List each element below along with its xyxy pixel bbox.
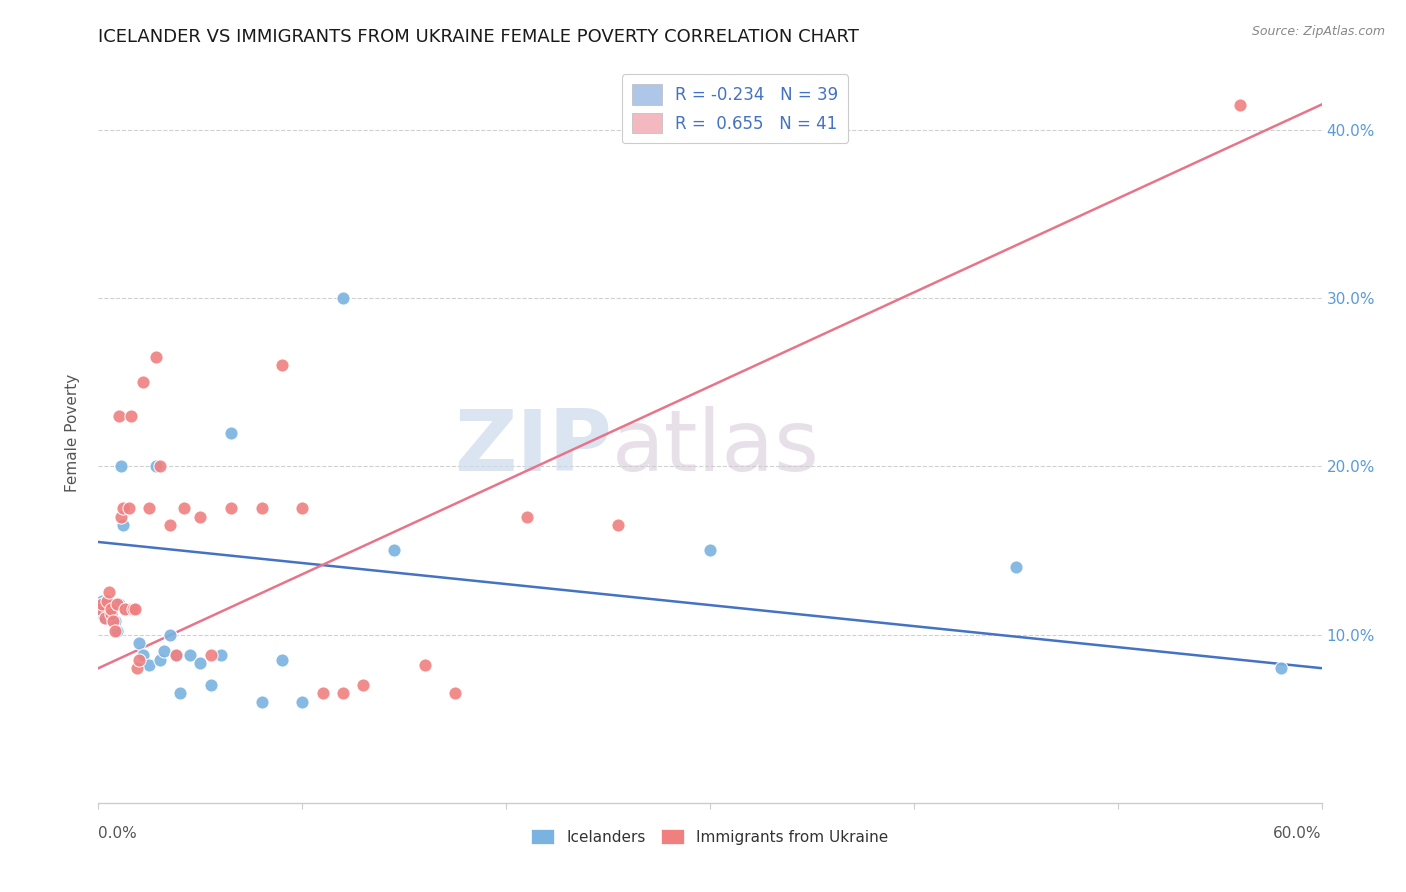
Point [159, 627, 181, 641]
Point [188, 509, 212, 524]
Point [219, 425, 242, 440]
Text: Source: ZipAtlas.com: Source: ZipAtlas.com [1251, 25, 1385, 38]
Point [173, 501, 195, 516]
Text: 0.0%: 0.0% [98, 827, 138, 841]
Point [291, 695, 314, 709]
Point [97, 597, 120, 611]
Point [97, 602, 120, 616]
Point [138, 657, 160, 672]
Point [91, 607, 114, 622]
Point [124, 602, 146, 616]
Point [91, 594, 114, 608]
Point [209, 648, 232, 662]
Point [332, 291, 354, 305]
Point [128, 653, 150, 667]
Point [219, 501, 242, 516]
Point [132, 648, 155, 662]
Point [91, 597, 114, 611]
Point [332, 686, 354, 700]
Text: atlas: atlas [612, 406, 820, 489]
Point [97, 585, 120, 599]
Point [516, 509, 538, 524]
Point [100, 606, 122, 620]
Point [145, 350, 167, 364]
Point [312, 686, 335, 700]
Point [250, 695, 273, 709]
Point [152, 644, 174, 658]
Point [120, 409, 142, 423]
Text: ICELANDER VS IMMIGRANTS FROM UKRAINE FEMALE POVERTY CORRELATION CHART: ICELANDER VS IMMIGRANTS FROM UKRAINE FEM… [98, 28, 859, 45]
Point [96, 594, 118, 608]
Point [100, 607, 122, 622]
Point [100, 602, 122, 616]
Point [291, 501, 314, 516]
Legend: Icelanders, Immigrants from Ukraine: Icelanders, Immigrants from Ukraine [526, 822, 894, 851]
Point [96, 602, 118, 616]
Point [93, 610, 115, 624]
Point [132, 375, 155, 389]
Point [382, 543, 405, 558]
Point [93, 610, 115, 624]
Point [165, 648, 187, 662]
Point [101, 614, 124, 628]
Point [444, 686, 467, 700]
Point [250, 501, 273, 516]
Point [89, 602, 111, 616]
Point [169, 686, 191, 700]
Point [110, 509, 132, 524]
Point [124, 602, 146, 616]
Point [200, 648, 222, 662]
Point [270, 653, 294, 667]
Point [108, 409, 131, 423]
Point [122, 602, 145, 616]
Point [114, 602, 136, 616]
Point [118, 602, 141, 616]
Point [699, 543, 721, 558]
Point [270, 359, 294, 373]
Point [127, 661, 149, 675]
Point [118, 501, 141, 516]
Point [105, 624, 128, 639]
Point [138, 501, 160, 516]
Point [128, 636, 150, 650]
Point [1270, 661, 1292, 675]
Point [188, 656, 212, 670]
Point [108, 597, 131, 611]
Point [352, 678, 374, 692]
Point [111, 501, 134, 516]
Point [1229, 97, 1251, 112]
Point [413, 657, 436, 672]
Point [165, 648, 187, 662]
Point [607, 518, 630, 533]
Point [1004, 560, 1026, 574]
Point [149, 653, 172, 667]
Point [104, 624, 127, 639]
Point [110, 459, 132, 474]
Point [179, 648, 201, 662]
Y-axis label: Female Poverty: Female Poverty [65, 374, 80, 491]
Point [111, 518, 134, 533]
Text: ZIP: ZIP [454, 406, 612, 489]
Point [159, 518, 181, 533]
Point [104, 614, 127, 628]
Point [145, 459, 167, 474]
Point [89, 602, 111, 616]
Point [149, 459, 172, 474]
Point [101, 610, 124, 624]
Point [114, 602, 136, 616]
Point [200, 678, 222, 692]
Point [105, 597, 128, 611]
Text: 60.0%: 60.0% [1274, 827, 1322, 841]
